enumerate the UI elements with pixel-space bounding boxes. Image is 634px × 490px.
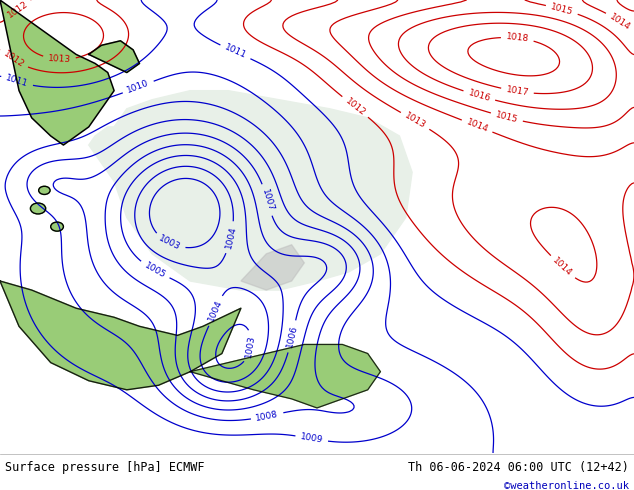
Text: 1015: 1015	[495, 110, 519, 124]
Polygon shape	[190, 344, 380, 408]
Polygon shape	[241, 245, 304, 290]
Polygon shape	[0, 0, 114, 145]
Text: 1012: 1012	[344, 96, 367, 118]
Text: 1017: 1017	[505, 85, 529, 98]
Text: 1014: 1014	[608, 12, 632, 32]
Text: 1014: 1014	[465, 118, 489, 134]
Text: ©weatheronline.co.uk: ©weatheronline.co.uk	[504, 481, 629, 490]
Text: 1016: 1016	[467, 88, 491, 103]
Text: Surface pressure [hPa] ECMWF: Surface pressure [hPa] ECMWF	[5, 461, 205, 474]
Text: 1005: 1005	[143, 261, 167, 280]
Text: 1004: 1004	[207, 298, 224, 323]
Text: 1012: 1012	[6, 0, 29, 20]
Text: 1007: 1007	[260, 188, 275, 212]
Text: 1013: 1013	[403, 111, 427, 130]
Text: 1011: 1011	[223, 43, 248, 61]
Text: 1009: 1009	[300, 432, 324, 445]
Text: 1018: 1018	[505, 32, 529, 44]
Text: 1006: 1006	[285, 324, 299, 349]
Text: 1015: 1015	[550, 2, 574, 17]
Text: 1013: 1013	[48, 54, 71, 64]
Text: 1003: 1003	[157, 234, 182, 252]
Polygon shape	[89, 91, 412, 290]
Text: 1004: 1004	[224, 225, 238, 250]
Polygon shape	[89, 41, 139, 73]
Text: 1003: 1003	[245, 334, 257, 358]
Text: 1008: 1008	[255, 410, 280, 423]
Text: 1011: 1011	[4, 74, 29, 89]
Text: 1010: 1010	[126, 79, 151, 96]
Circle shape	[51, 222, 63, 231]
Circle shape	[30, 203, 46, 214]
Text: 1014: 1014	[551, 256, 574, 278]
Polygon shape	[0, 281, 241, 390]
Circle shape	[39, 186, 50, 195]
Text: Th 06-06-2024 06:00 UTC (12+42): Th 06-06-2024 06:00 UTC (12+42)	[408, 461, 629, 474]
Text: 1012: 1012	[1, 49, 25, 70]
